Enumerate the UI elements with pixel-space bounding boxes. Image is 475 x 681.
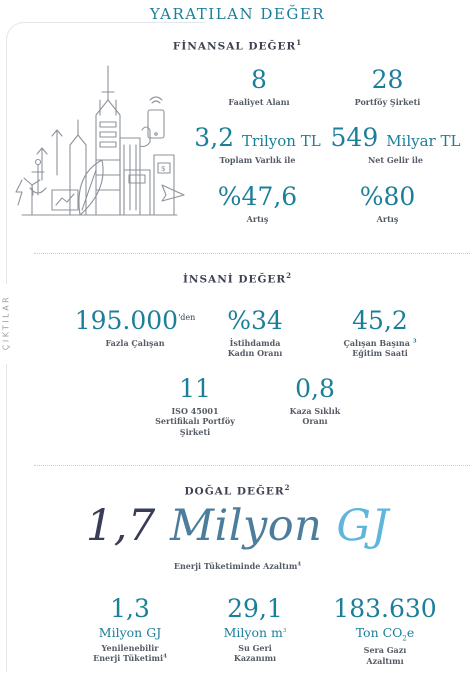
side-label: ÇIKTILAR xyxy=(1,294,11,351)
dogal-title: DOĞAL DEĞER2 xyxy=(184,483,291,498)
page-title: YARATILAN DEĞER xyxy=(149,5,326,23)
stat-artis-1: %47,6 Artış xyxy=(217,182,298,224)
stat-egitim-saati: 45,2 Çalışan Başına 3 Eğitim Saati xyxy=(343,306,417,359)
stat-toplam-varlik: 3,2 Trilyon TL Toplam Varlık ile xyxy=(194,123,321,165)
headline-label: Enerji Tüketiminde Azaltım4 xyxy=(173,561,302,571)
separator xyxy=(34,465,470,466)
separator xyxy=(34,253,470,254)
stat-net-gelir: 549 Milyar TL Net Gelir ile xyxy=(330,123,461,165)
stat-kadin-orani: %34 İstihdamda Kadın Oranı xyxy=(227,306,283,359)
stat-iso: 11 ISO 45001 Sertifikalı Portföy Şirketi xyxy=(155,374,235,438)
stat-yenilenebilir: 1,3 Milyon GJ Yenilenebilir Enerji Tüketi… xyxy=(93,594,167,664)
insani-title: İNSANİ DEĞER2 xyxy=(182,271,293,286)
headline-energy: 1,7 Milyon GJ xyxy=(85,501,390,551)
svg-text:$: $ xyxy=(161,165,165,173)
stat-calisan: 195.000'den Fazla Çalışan xyxy=(74,306,196,348)
stat-kaza-orani: 0,8 Kaza Sıklık Oranı xyxy=(289,374,341,427)
stat-portfoy: 28 Portföy Şirketi xyxy=(354,65,421,107)
stat-sera-gazi: 183.630 Ton CO2e Sera Gazı Azaltımı xyxy=(333,594,437,666)
finansal-title: FİNANSAL DEĞER1 xyxy=(172,38,303,53)
city-skyline-icon: $ xyxy=(15,65,185,216)
stat-faaliyet: 8 Faaliyet Alanı xyxy=(228,65,290,107)
stat-artis-2: %80 Artış xyxy=(359,182,416,224)
stat-su-kazanimi: 29,1 Milyon m3 Su Geri Kazanımı xyxy=(223,594,287,664)
